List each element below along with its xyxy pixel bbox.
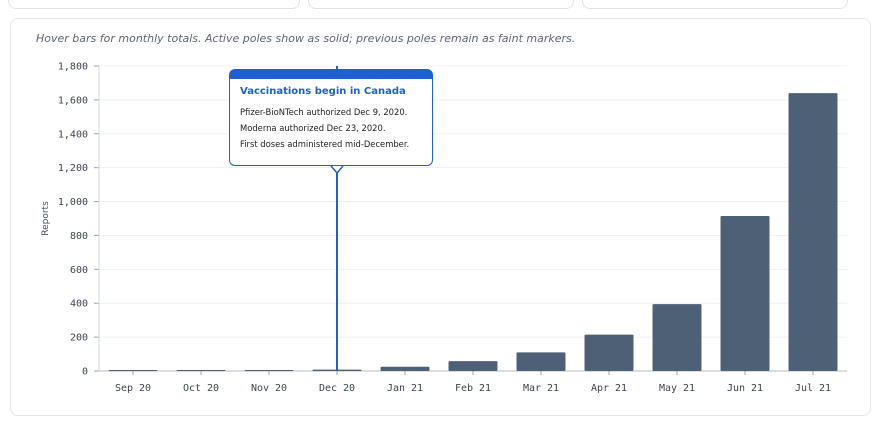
bar-nov-20	[244, 369, 294, 371]
x-tick-label: Sep 20	[115, 383, 151, 394]
bar-apr-21	[584, 334, 634, 371]
y-tick-label: 1,200	[58, 163, 88, 174]
tooltip-line: Pfizer-BioNTech authorized Dec 9, 2020.	[240, 107, 408, 117]
y-tick-label: 0	[82, 367, 88, 378]
x-tick-label: Oct 20	[183, 383, 219, 394]
x-tick-label: Jan 21	[387, 383, 423, 394]
y-axis-label: Reports	[41, 201, 51, 236]
x-tick-label: Jun 21	[727, 383, 763, 394]
bar-feb-21	[448, 361, 498, 371]
tooltip-line: First doses administered mid-December.	[240, 139, 410, 149]
x-tick-label: May 21	[659, 383, 695, 394]
tooltip-title: Vaccinations begin in Canada	[240, 86, 406, 97]
tooltip-pointer	[330, 165, 344, 175]
y-tick-label: 600	[70, 265, 88, 276]
bar-jul-21	[788, 93, 838, 371]
y-tick-label: 800	[70, 231, 88, 242]
bar-sep-20	[108, 370, 158, 371]
chart-hint-text: Hover bars for monthly totals. Active po…	[36, 32, 576, 45]
annotation-tooltip: Vaccinations begin in Canada Pfizer-BioN…	[229, 69, 433, 166]
x-tick-label: Apr 21	[591, 383, 627, 394]
bar-mar-21	[516, 352, 566, 371]
bar-jan-21	[380, 366, 430, 371]
bar-jun-21	[720, 215, 770, 371]
y-tick-label: 1,800	[58, 62, 88, 73]
y-tick-label: 1,400	[58, 129, 88, 140]
x-tick-label: Mar 21	[523, 383, 559, 394]
y-tick-label: 400	[70, 299, 88, 310]
x-tick-label: Dec 20	[319, 383, 355, 394]
x-tick-label: Jul 21	[795, 383, 831, 394]
tooltip-accent-bar	[230, 70, 432, 79]
y-tick-label: 1,600	[58, 95, 88, 106]
tooltip-line: Moderna authorized Dec 23, 2020.	[240, 123, 386, 133]
bar-oct-20	[176, 370, 226, 371]
bar-may-21	[652, 304, 702, 371]
y-tick-label: 1,000	[58, 197, 88, 208]
x-tick-label: Feb 21	[455, 383, 491, 394]
y-tick-label: 200	[70, 333, 88, 344]
x-tick-label: Nov 20	[251, 383, 287, 394]
